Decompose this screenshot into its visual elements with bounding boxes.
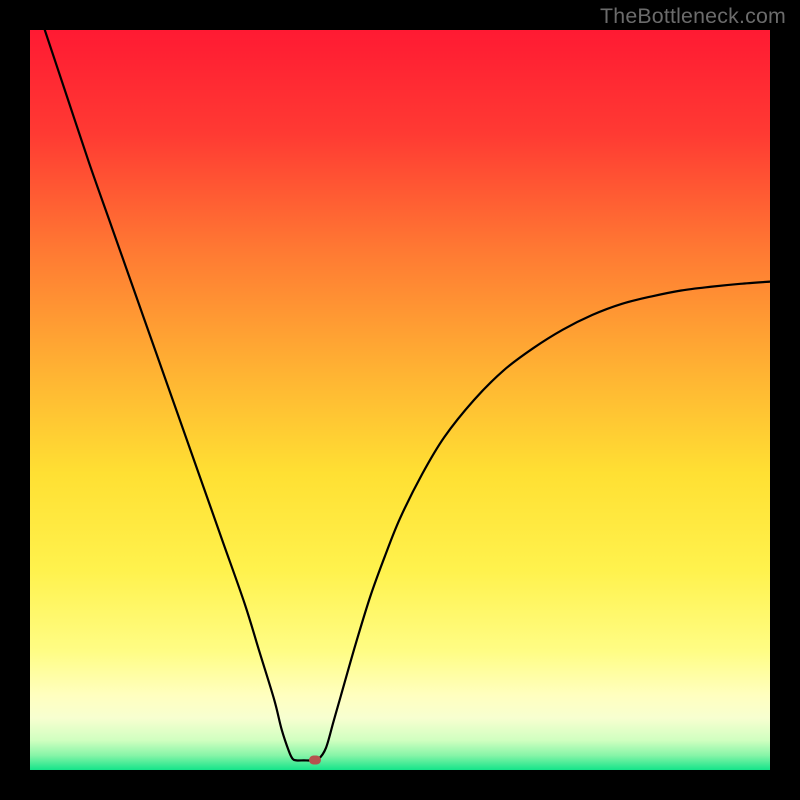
bottleneck-curve [30, 30, 770, 770]
watermark-text: TheBottleneck.com [600, 4, 786, 29]
curve-path [45, 30, 770, 760]
chart-plot-area [30, 30, 770, 770]
minimum-marker [309, 756, 321, 765]
